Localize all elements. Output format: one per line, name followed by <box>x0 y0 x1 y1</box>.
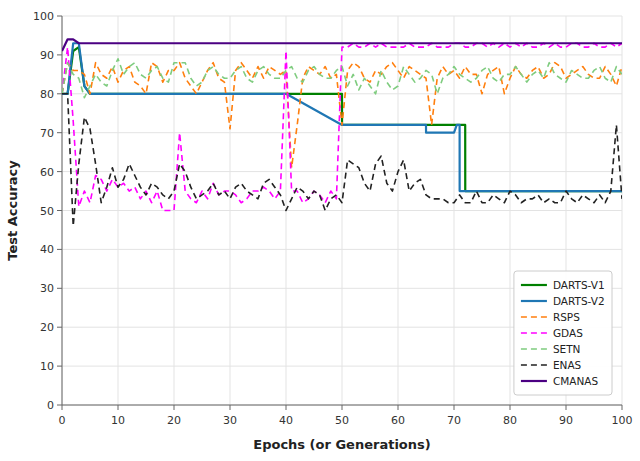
y-tick <box>57 132 62 133</box>
legend-label: CMANAS <box>553 375 599 387</box>
legend-box <box>514 271 612 395</box>
y-tick <box>57 210 62 211</box>
legend-swatch <box>521 348 547 350</box>
x-tick-label: 30 <box>223 414 237 427</box>
y-tick-label: 50 <box>40 205 54 218</box>
legend-label: DARTS-V2 <box>553 295 605 307</box>
legend-label: DARTS-V1 <box>553 279 605 291</box>
x-tick-label: 80 <box>503 414 517 427</box>
y-tick-label: 0 <box>47 399 54 412</box>
y-tick-label: 90 <box>40 49 54 62</box>
series-line <box>62 39 622 51</box>
y-axis-label: Test Accuracy <box>5 160 20 261</box>
y-tick <box>57 366 62 367</box>
legend-swatch <box>521 284 547 286</box>
y-tick <box>57 405 62 406</box>
x-tick <box>566 405 567 410</box>
series-line <box>62 59 622 98</box>
legend-label: SETN <box>553 343 581 355</box>
x-tick-label: 20 <box>167 414 181 427</box>
y-tick <box>57 288 62 289</box>
x-tick <box>286 405 287 410</box>
x-tick <box>174 405 175 410</box>
y-tick <box>57 16 62 17</box>
legend-swatch <box>521 332 547 334</box>
x-tick <box>454 405 455 410</box>
y-tick <box>57 249 62 250</box>
x-tick-label: 100 <box>612 414 633 427</box>
y-grid-line <box>62 132 622 133</box>
x-tick-label: 60 <box>391 414 405 427</box>
y-tick-label: 60 <box>40 166 54 179</box>
legend-swatch <box>521 380 547 382</box>
y-tick-label: 30 <box>40 282 54 295</box>
series-line <box>62 94 622 226</box>
legend-swatch <box>521 316 547 318</box>
lines <box>62 39 622 226</box>
x-axis-label: Epochs (or Generations) <box>253 437 430 452</box>
series-line <box>62 43 622 210</box>
y-tick <box>57 327 62 328</box>
chart: 0 10 20 30 40 50 60 70 80 90 100 0 10 20 30 40 50 60 70 80 9… <box>0 0 640 461</box>
series-line <box>62 47 622 191</box>
legend-swatch <box>521 300 547 302</box>
legend-label: GDAS <box>553 327 583 339</box>
legend-label: RSPS <box>553 311 580 323</box>
x-tick <box>622 405 623 410</box>
x-tick-label: 10 <box>111 414 125 427</box>
y-grid-line <box>62 249 622 250</box>
y-tick-label: 80 <box>40 88 54 101</box>
y-tick-label: 10 <box>40 360 54 373</box>
y-tick <box>57 54 62 55</box>
x-tick <box>62 405 63 410</box>
y-tick-label: 40 <box>40 243 54 256</box>
series-line <box>62 63 622 168</box>
y-grid-line <box>62 16 622 17</box>
x-tick-label: 90 <box>559 414 573 427</box>
x-tick-label: 70 <box>447 414 461 427</box>
legend: DARTS-V1 DARTS-V2 RSPS GDAS SETN ENAS CMANAS <box>514 271 612 395</box>
y-tick-label: 100 <box>33 10 54 23</box>
x-tick-label: 40 <box>279 414 293 427</box>
x-tick-label: 0 <box>59 414 66 427</box>
x-tick <box>342 405 343 410</box>
x-tick <box>398 405 399 410</box>
y-tick <box>57 171 62 172</box>
x-tick <box>510 405 511 410</box>
y-grid-line <box>62 210 622 211</box>
y-grid-line <box>62 171 622 172</box>
legend-swatch <box>521 364 547 366</box>
x-tick <box>230 405 231 410</box>
x-tick <box>118 405 119 410</box>
grid <box>62 16 622 405</box>
y-tick <box>57 93 62 94</box>
legend-label: ENAS <box>553 359 582 371</box>
y-tick-label: 20 <box>40 321 54 334</box>
axes: 0 10 20 30 40 50 60 70 80 90 100 0 10 20 30 40 50 60 70 80 9… <box>33 10 633 427</box>
y-grid-line <box>62 54 622 55</box>
x-tick-label: 50 <box>335 414 349 427</box>
y-tick-label: 70 <box>40 127 54 140</box>
